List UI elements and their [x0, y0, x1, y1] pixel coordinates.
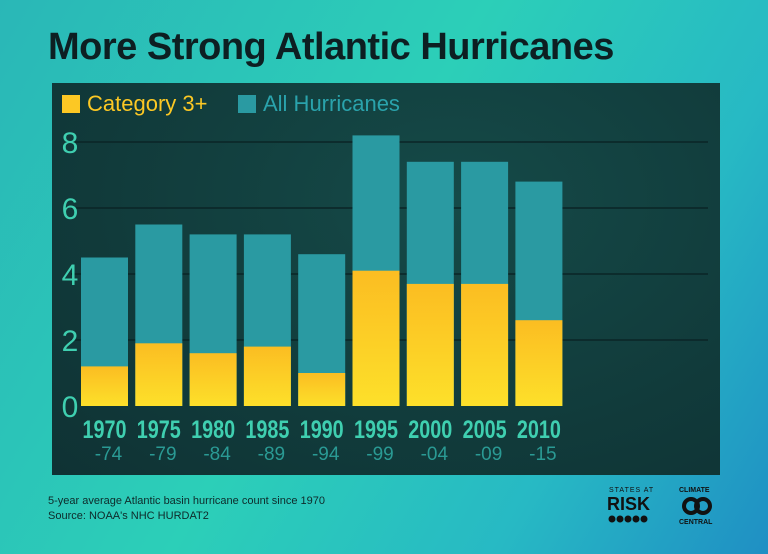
x-tick-sublabel: -74 — [95, 444, 123, 465]
x-tick-label: 2005 — [463, 416, 507, 444]
legend-item-all: All Hurricanes — [238, 91, 400, 117]
legend-swatch — [62, 95, 80, 113]
legend-label: All Hurricanes — [263, 91, 400, 116]
bar-category3 — [515, 320, 563, 406]
bar-category3 — [81, 366, 128, 406]
legend-swatch — [238, 95, 256, 113]
x-tick-sublabel: -79 — [149, 444, 176, 465]
y-tick-label: 8 — [62, 127, 79, 160]
bar-category3 — [352, 270, 400, 406]
svg-text:CLIMATE: CLIMATE — [679, 487, 710, 494]
y-tick-label: 0 — [62, 391, 79, 424]
source-note: Source: NOAA's NHC HURDAT2 — [48, 510, 209, 522]
svg-text:CENTRAL: CENTRAL — [679, 519, 713, 526]
svg-text:RISK: RISK — [607, 494, 650, 514]
logos: STATES AT RISK CLIMATE CENTRAL — [607, 487, 713, 526]
svg-text:STATES AT: STATES AT — [609, 487, 654, 494]
legend-label: Category 3+ — [87, 91, 208, 116]
bar-category3 — [461, 283, 509, 406]
x-tick-label: 2000 — [408, 416, 452, 444]
x-tick-label: 1990 — [300, 416, 344, 444]
y-tick-label: 4 — [62, 259, 79, 292]
y-tick-label: 2 — [62, 325, 79, 358]
bar-category3 — [406, 283, 454, 406]
bar-category3 — [243, 346, 291, 406]
x-tick-label: 2010 — [517, 416, 561, 444]
x-tick-label: 1975 — [137, 416, 181, 444]
x-tick-label: 1970 — [83, 416, 127, 444]
bar-category3 — [298, 373, 346, 406]
x-tick-sublabel: -04 — [421, 444, 449, 465]
x-tick-sublabel: -09 — [475, 444, 502, 465]
x-tick-sublabel: -94 — [312, 444, 340, 465]
x-tick-sublabel: -89 — [258, 444, 285, 465]
x-tick-label: 1985 — [245, 416, 289, 444]
bar-category3 — [135, 343, 183, 406]
x-tick-label: 1980 — [191, 416, 235, 444]
x-tick-label: 1995 — [354, 416, 398, 444]
legend-item-category3: Category 3+ — [62, 91, 207, 117]
x-tick-sublabel: -15 — [529, 444, 556, 465]
footnote: 5-year average Atlantic basin hurricane … — [48, 495, 326, 507]
x-tick-sublabel: -84 — [203, 444, 231, 465]
x-tick-sublabel: -99 — [366, 444, 393, 465]
chart-title: More Strong Atlantic Hurricanes — [48, 26, 614, 68]
bar-category3 — [189, 353, 237, 406]
y-tick-label: 6 — [62, 193, 79, 226]
